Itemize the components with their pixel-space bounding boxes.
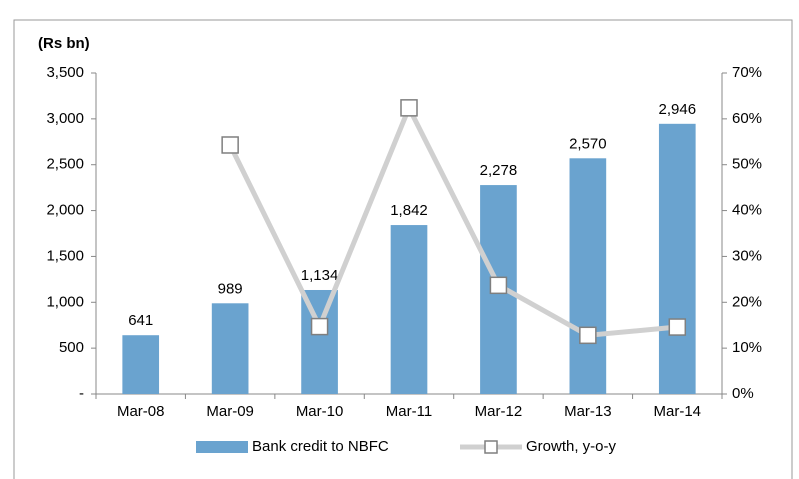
line-marker — [400, 99, 418, 117]
bar — [569, 158, 607, 394]
y2-tick-label: 60% — [732, 110, 762, 127]
y-tick-label: 1,500 — [46, 247, 84, 264]
y2-tick-label: 70% — [732, 64, 762, 81]
y-tick-label: 3,000 — [46, 110, 84, 127]
y2-tick-label: 0% — [732, 385, 754, 402]
x-tick-label: Mar-10 — [296, 403, 344, 420]
value-label: 2,570 — [569, 135, 607, 152]
x-tick-label: Mar-12 — [475, 403, 523, 420]
frame — [13, 19, 793, 479]
line — [227, 105, 678, 338]
x-tick-label: Mar-11 — [386, 403, 432, 420]
y-tick-label: 500 — [59, 339, 84, 356]
y-tick-label: 2,500 — [46, 156, 84, 173]
y2-tick-label: 30% — [732, 247, 762, 264]
bar — [658, 123, 696, 394]
legend-label: Bank credit to NBFC — [252, 438, 389, 455]
value-label: 1,842 — [390, 202, 428, 219]
x-tick-label: Mar-08 — [117, 403, 165, 420]
legend-label: Growth, y-o-y — [526, 438, 617, 455]
line-marker — [668, 318, 687, 336]
bar — [390, 225, 428, 394]
chart-title: (Rs bn) — [38, 35, 90, 52]
value-label: 989 — [218, 280, 243, 297]
bar — [122, 335, 160, 394]
x-tick-label: Mar-14 — [654, 403, 702, 420]
line-marker — [310, 317, 329, 336]
bar — [211, 303, 249, 394]
x-tick-label: Mar-13 — [564, 403, 612, 420]
y2-tick-label: 50% — [732, 156, 762, 173]
y-tick-label: 1,000 — [46, 293, 84, 310]
value-label: 2,278 — [480, 162, 518, 179]
y-tick-label: 2,000 — [46, 202, 84, 219]
line-marker — [489, 276, 508, 295]
y-tick-label: 3,500 — [46, 64, 84, 81]
y2-tick-label: 40% — [732, 202, 762, 219]
line-marker — [579, 326, 597, 345]
y-tick-label: - — [79, 385, 84, 402]
legend-swatch — [196, 441, 248, 453]
y2-tick-label: 20% — [732, 293, 762, 310]
value-label: 2,946 — [659, 101, 697, 118]
x-tick-label: Mar-09 — [206, 403, 254, 420]
value-label: 1,134 — [301, 267, 339, 284]
line-marker — [221, 136, 239, 154]
y2-tick-label: 10% — [732, 339, 762, 356]
value-label: 641 — [128, 312, 153, 329]
legend-swatch — [484, 440, 498, 454]
